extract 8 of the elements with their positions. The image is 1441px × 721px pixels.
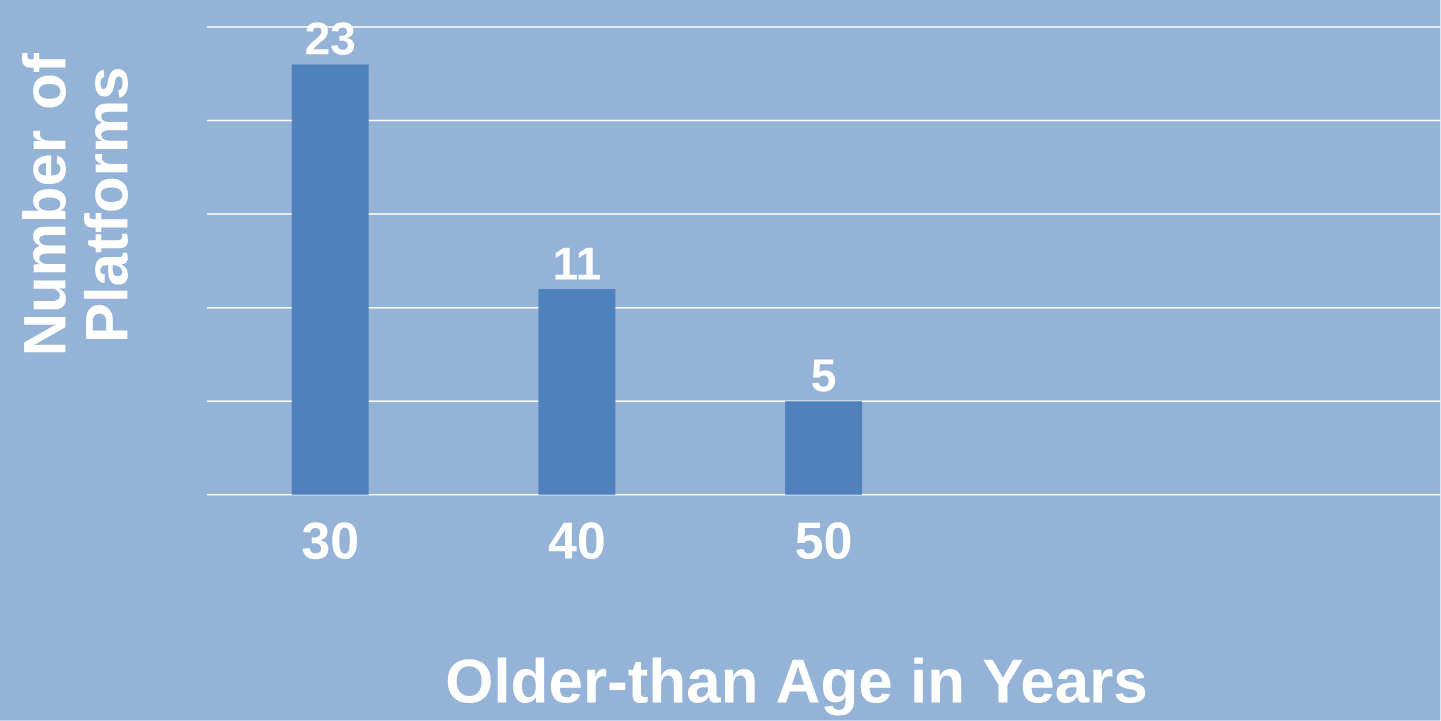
x-axis-title: Older-than Age in Years xyxy=(447,657,1146,716)
y-axis-title: Number of Platforms xyxy=(21,53,128,353)
data-label: 23 xyxy=(306,22,355,56)
x-tick-label: 50 xyxy=(796,522,851,560)
x-tick-label: 30 xyxy=(302,522,357,560)
x-tick-label: 40 xyxy=(548,522,604,560)
data-label: 11 xyxy=(555,247,600,280)
data-label: 5 xyxy=(812,359,836,392)
